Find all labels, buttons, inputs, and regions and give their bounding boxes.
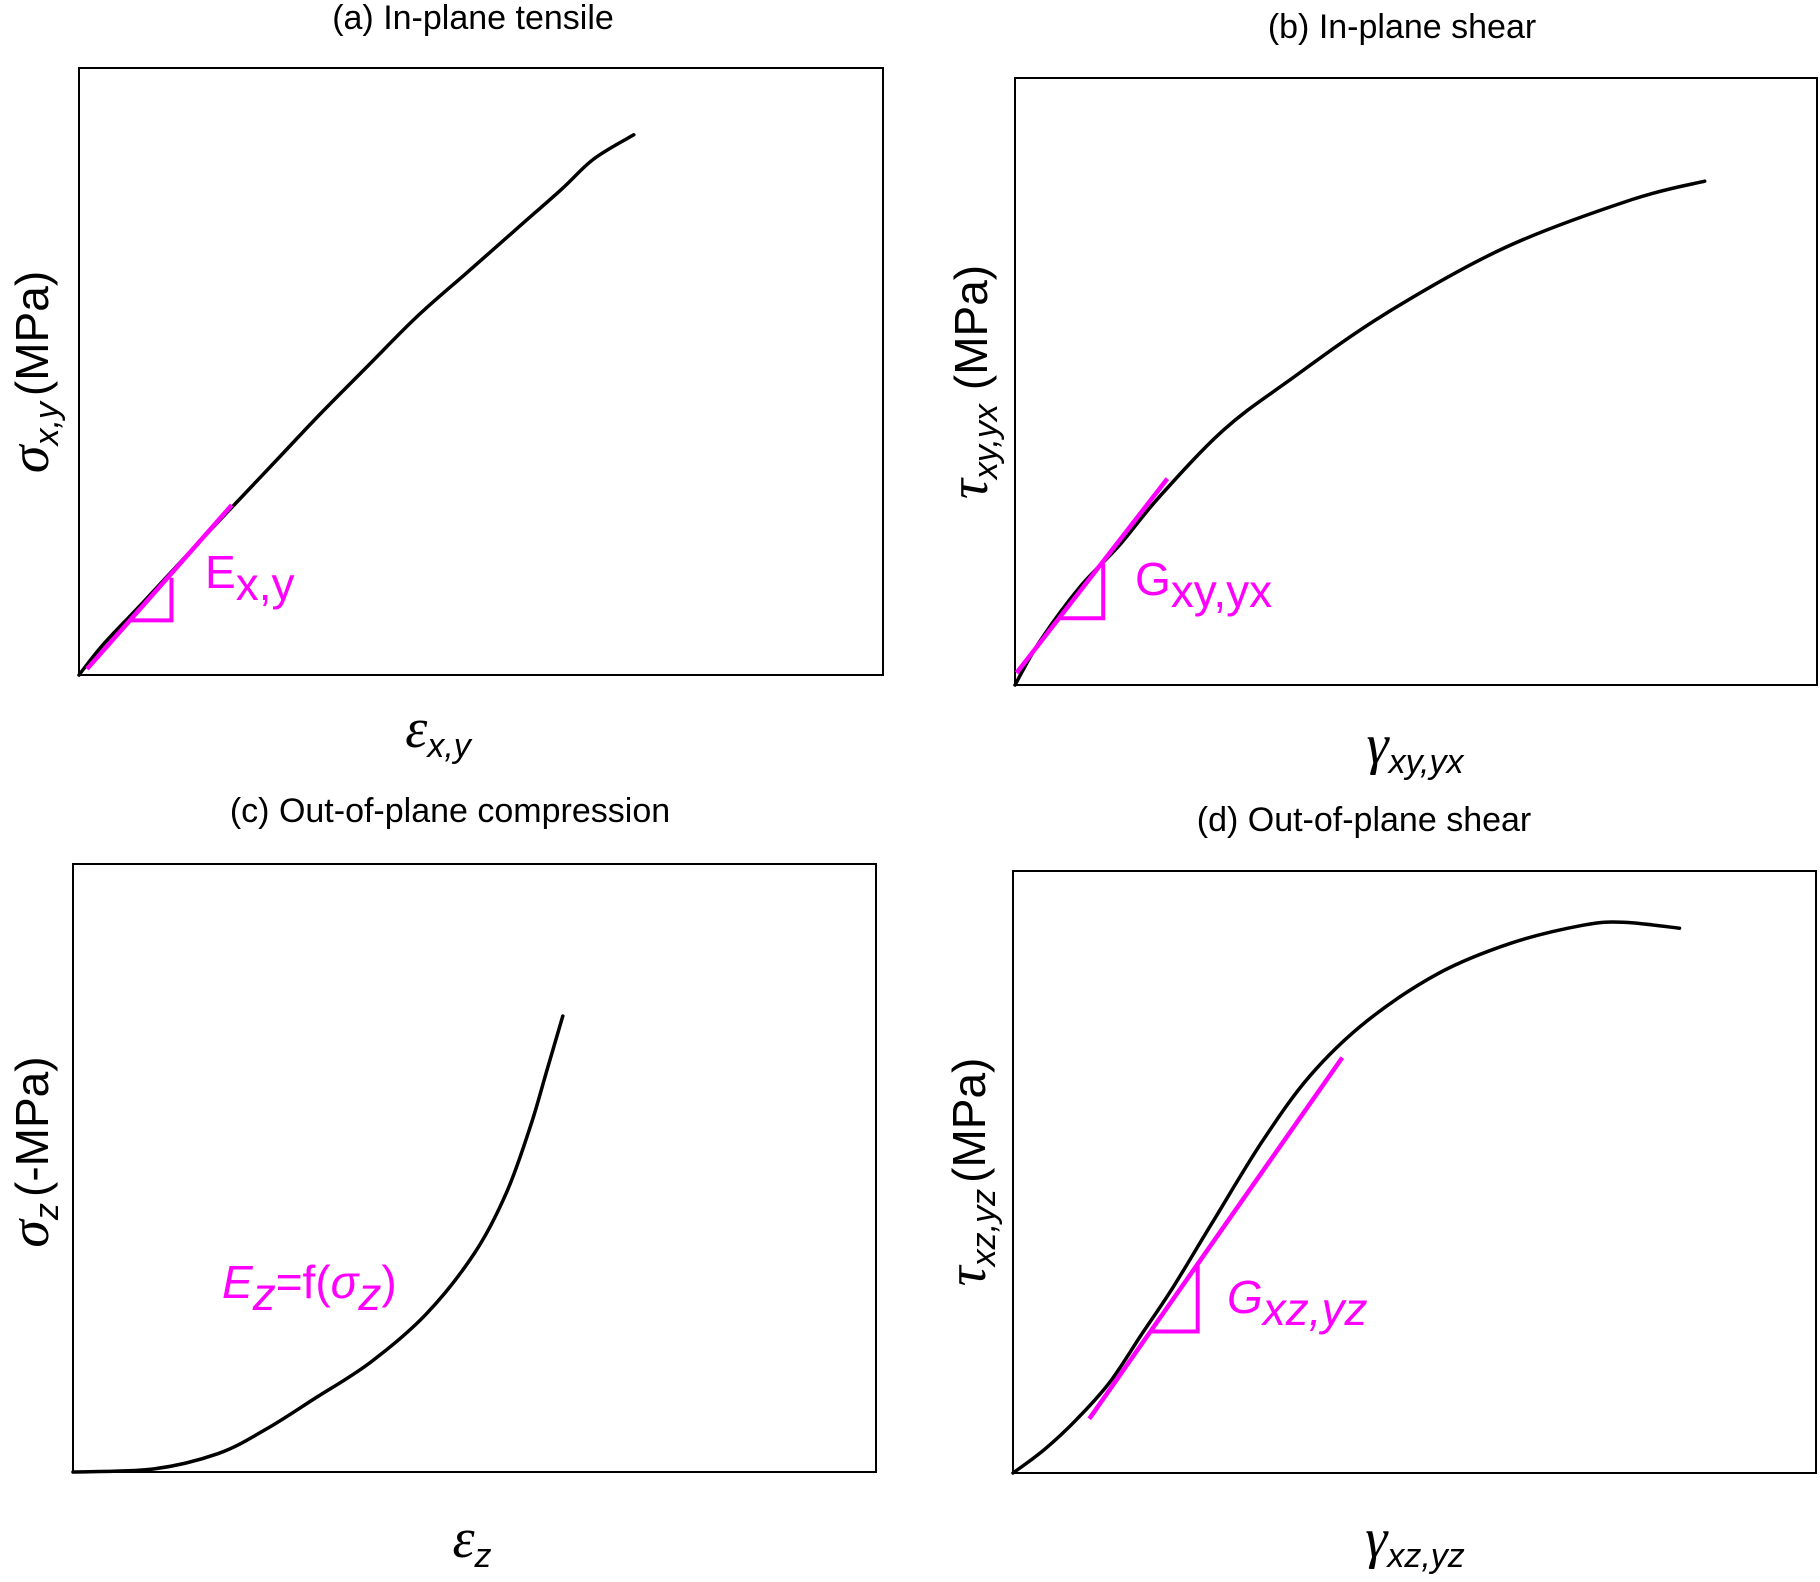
panel-c-plot (71, 1014, 565, 1474)
panel-a-curve-0 (77, 133, 636, 677)
panel-c-y-label: σz(-MPa) (0, 1056, 66, 1247)
panel-b-x-label: γxy,yx (1366, 714, 1464, 781)
panel-c-frame (72, 863, 877, 1473)
panel-b-plot (1013, 179, 1707, 687)
panel-a-tangent-line (85, 503, 234, 671)
panel-b-slope-triangle (1059, 563, 1106, 621)
panel-d-title: (d) Out-of-plane shear (1197, 801, 1532, 839)
panel-d-curve-0 (1011, 920, 1682, 1475)
panel-b-curve-0 (1013, 179, 1707, 687)
panel-c-curve-0 (71, 1014, 565, 1474)
panel-b-title: (b) In-plane shear (1268, 8, 1536, 46)
panel-a-y-label: σx,y(MPa) (0, 271, 66, 473)
panel-b-frame (1014, 77, 1818, 686)
panel-c-title: (c) Out-of-plane compression (230, 792, 670, 830)
panel-d: (d) Out-of-plane shear γxz,yz τxz,yz(MPa… (936, 801, 1817, 1575)
panel-a-x-label: εx,y (405, 698, 473, 765)
panel-a-slope-triangle (131, 577, 174, 623)
panel-d-frame (1012, 870, 1817, 1474)
panel-d-slope-triangle (1149, 1265, 1200, 1334)
panel-a-plot (77, 133, 636, 677)
panel-c: (c) Out-of-plane compression εz σz(-MPa)… (0, 792, 877, 1575)
panel-d-y-label: τxz,yz(MPa) (936, 1058, 1003, 1287)
panel-b-tangent-line (1014, 477, 1170, 675)
panel-d-tangent-line (1087, 1056, 1345, 1421)
panel-b: (b) In-plane shear γxy,yx τxy,yx(MPa) Gx… (938, 8, 1818, 781)
panel-a-title: (a) In-plane tensile (332, 0, 614, 37)
panel-c-x-label: εz (452, 1508, 491, 1575)
panel-a: (a) In-plane tensile εx,y σx,y(MPa) Ex,y (0, 0, 884, 765)
panel-d-plot (1011, 920, 1682, 1475)
panel-d-x-label: γxz,yz (1365, 1508, 1465, 1575)
panel-b-y-label: τxy,yx(MPa) (938, 265, 1005, 499)
panel-b-modulus-label: Gxy,yx (1135, 553, 1272, 617)
panel-d-modulus-label: Gxz,yz (1227, 1271, 1368, 1335)
panel-a-frame (78, 67, 884, 676)
panel-c-modulus-label: Ez=f(σz) (222, 1256, 397, 1320)
panel-a-modulus-label: Ex,y (205, 546, 294, 610)
